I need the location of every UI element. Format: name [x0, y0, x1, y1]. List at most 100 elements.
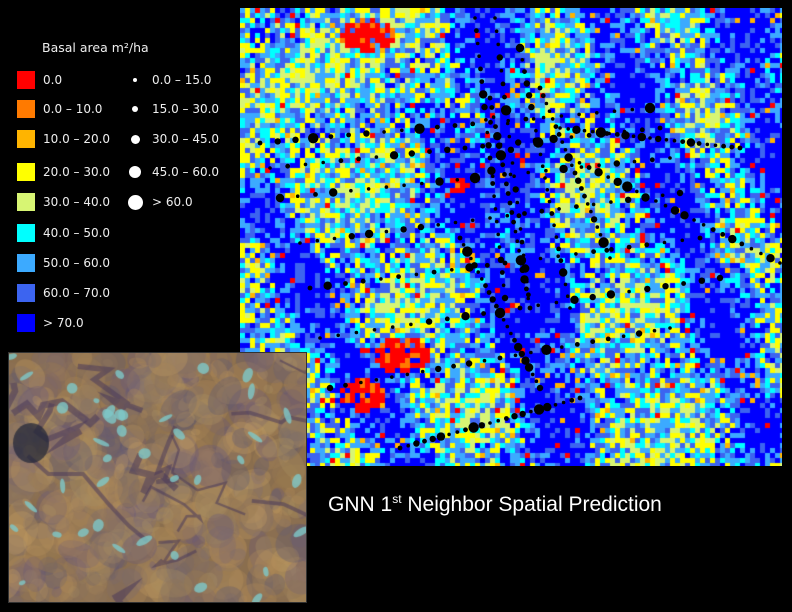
plot-location-dot	[534, 379, 539, 384]
plot-location-dot	[477, 54, 481, 58]
plot-location-dot	[528, 103, 535, 111]
plot-location-dot	[484, 118, 488, 122]
plot-location-dot	[543, 402, 552, 412]
plot-dot-icon	[127, 194, 143, 210]
plot-location-dot	[481, 311, 486, 316]
plot-location-dot	[470, 218, 475, 223]
plot-location-dot	[660, 193, 665, 198]
plot-location-dot	[553, 403, 558, 407]
plot-location-dot	[497, 256, 505, 263]
legend-plot-class-3: 45.0 – 60.0	[124, 163, 219, 181]
plot-location-dot	[572, 125, 581, 134]
plot-location-dot	[474, 28, 479, 34]
plot-location-dot	[509, 331, 513, 336]
plot-location-dot	[541, 115, 546, 120]
plot-location-dot	[517, 305, 523, 311]
legend-class-8: > 70.0	[17, 314, 84, 332]
plot-location-dot	[435, 177, 444, 186]
plot-location-dot	[778, 261, 782, 265]
plot-location-dot	[520, 275, 529, 284]
plot-location-dot	[402, 183, 406, 188]
plot-location-dot	[481, 103, 488, 111]
plot-location-dot	[621, 131, 630, 140]
plot-location-dot	[547, 109, 552, 113]
plot-location-dot	[425, 318, 433, 325]
plot-location-dot	[343, 382, 348, 388]
plot-location-dot	[713, 143, 718, 148]
plot-location-dot	[505, 191, 511, 196]
plot-location-dot	[496, 232, 501, 237]
plot-location-dot	[550, 117, 555, 121]
plot-location-dot	[379, 277, 383, 281]
plot-location-dot	[478, 422, 485, 429]
plot-location-dot	[409, 322, 413, 327]
plot-location-dot	[639, 127, 645, 133]
plot-location-dot	[478, 66, 483, 72]
plot-location-dot	[313, 192, 318, 197]
plot-location-dot	[511, 219, 516, 225]
plot-location-dot	[507, 146, 515, 153]
plot-location-dot	[590, 339, 596, 344]
plot-location-dot	[488, 421, 492, 425]
caption-superscript: st	[392, 492, 402, 506]
plot-location-dot	[613, 177, 622, 187]
plot-location-dot	[497, 245, 502, 249]
plot-location-dot	[366, 187, 371, 191]
plot-location-dot	[522, 69, 527, 74]
plot-location-dot	[625, 196, 632, 203]
plot-location-dot	[450, 268, 454, 272]
legend-class-4: 30.0 – 40.0	[17, 193, 110, 211]
plot-location-dot	[526, 170, 530, 175]
plot-location-dot	[480, 143, 486, 149]
legend-plot-label: > 60.0	[152, 195, 193, 209]
plot-location-dot	[527, 305, 533, 311]
plot-location-dot	[622, 181, 633, 192]
plot-location-dot	[590, 129, 595, 134]
legend-class-label: > 70.0	[43, 316, 84, 330]
plot-location-dot	[257, 140, 263, 146]
plot-location-dot	[613, 160, 620, 167]
plot-location-dot	[463, 427, 468, 433]
plot-location-dot	[670, 206, 680, 215]
plot-location-dot	[354, 330, 359, 335]
legend-plot-class-4: > 60.0	[124, 193, 193, 211]
plot-location-dot	[516, 213, 522, 219]
plot-location-dot	[558, 126, 562, 130]
legend-class-label: 40.0 – 50.0	[43, 226, 111, 240]
plot-location-dot	[631, 134, 636, 138]
plot-location-dot	[332, 236, 337, 241]
legend-plot-class-1: 15.0 – 30.0	[124, 100, 219, 118]
plot-location-dot	[591, 249, 596, 255]
plot-location-dot	[499, 270, 505, 275]
plot-location-dot	[612, 109, 617, 113]
plot-location-dot	[531, 117, 536, 121]
legend-plot-label: 30.0 – 45.0	[152, 132, 220, 146]
plot-location-dot	[680, 211, 689, 220]
plot-location-dot	[484, 262, 490, 268]
plot-location-dot	[595, 127, 607, 138]
plot-location-dot	[560, 140, 565, 144]
plot-location-dot	[721, 143, 726, 149]
plot-location-dot	[504, 181, 509, 187]
plot-location-dot	[598, 233, 603, 237]
plot-location-dot	[485, 142, 492, 149]
plot-location-dot	[609, 200, 613, 204]
plot-location-dot	[489, 105, 495, 110]
plot-location-dot	[318, 336, 322, 340]
plot-location-dot	[514, 342, 523, 352]
plot-location-dot	[513, 229, 518, 234]
plot-location-dot	[400, 128, 404, 133]
plot-location-dot	[525, 92, 533, 99]
plot-location-dot	[420, 369, 425, 374]
plot-location-dot	[500, 105, 512, 116]
plot-location-dot	[728, 234, 737, 244]
plot-location-dot	[563, 148, 568, 152]
plot-location-dot	[348, 233, 355, 240]
plot-location-dot	[696, 141, 702, 146]
plot-location-dot	[275, 193, 285, 203]
plot-location-dot	[336, 333, 340, 338]
plot-location-dot	[523, 116, 529, 122]
plot-location-dot	[720, 232, 726, 237]
plot-location-dot	[539, 208, 545, 214]
plot-location-dot	[544, 168, 548, 173]
